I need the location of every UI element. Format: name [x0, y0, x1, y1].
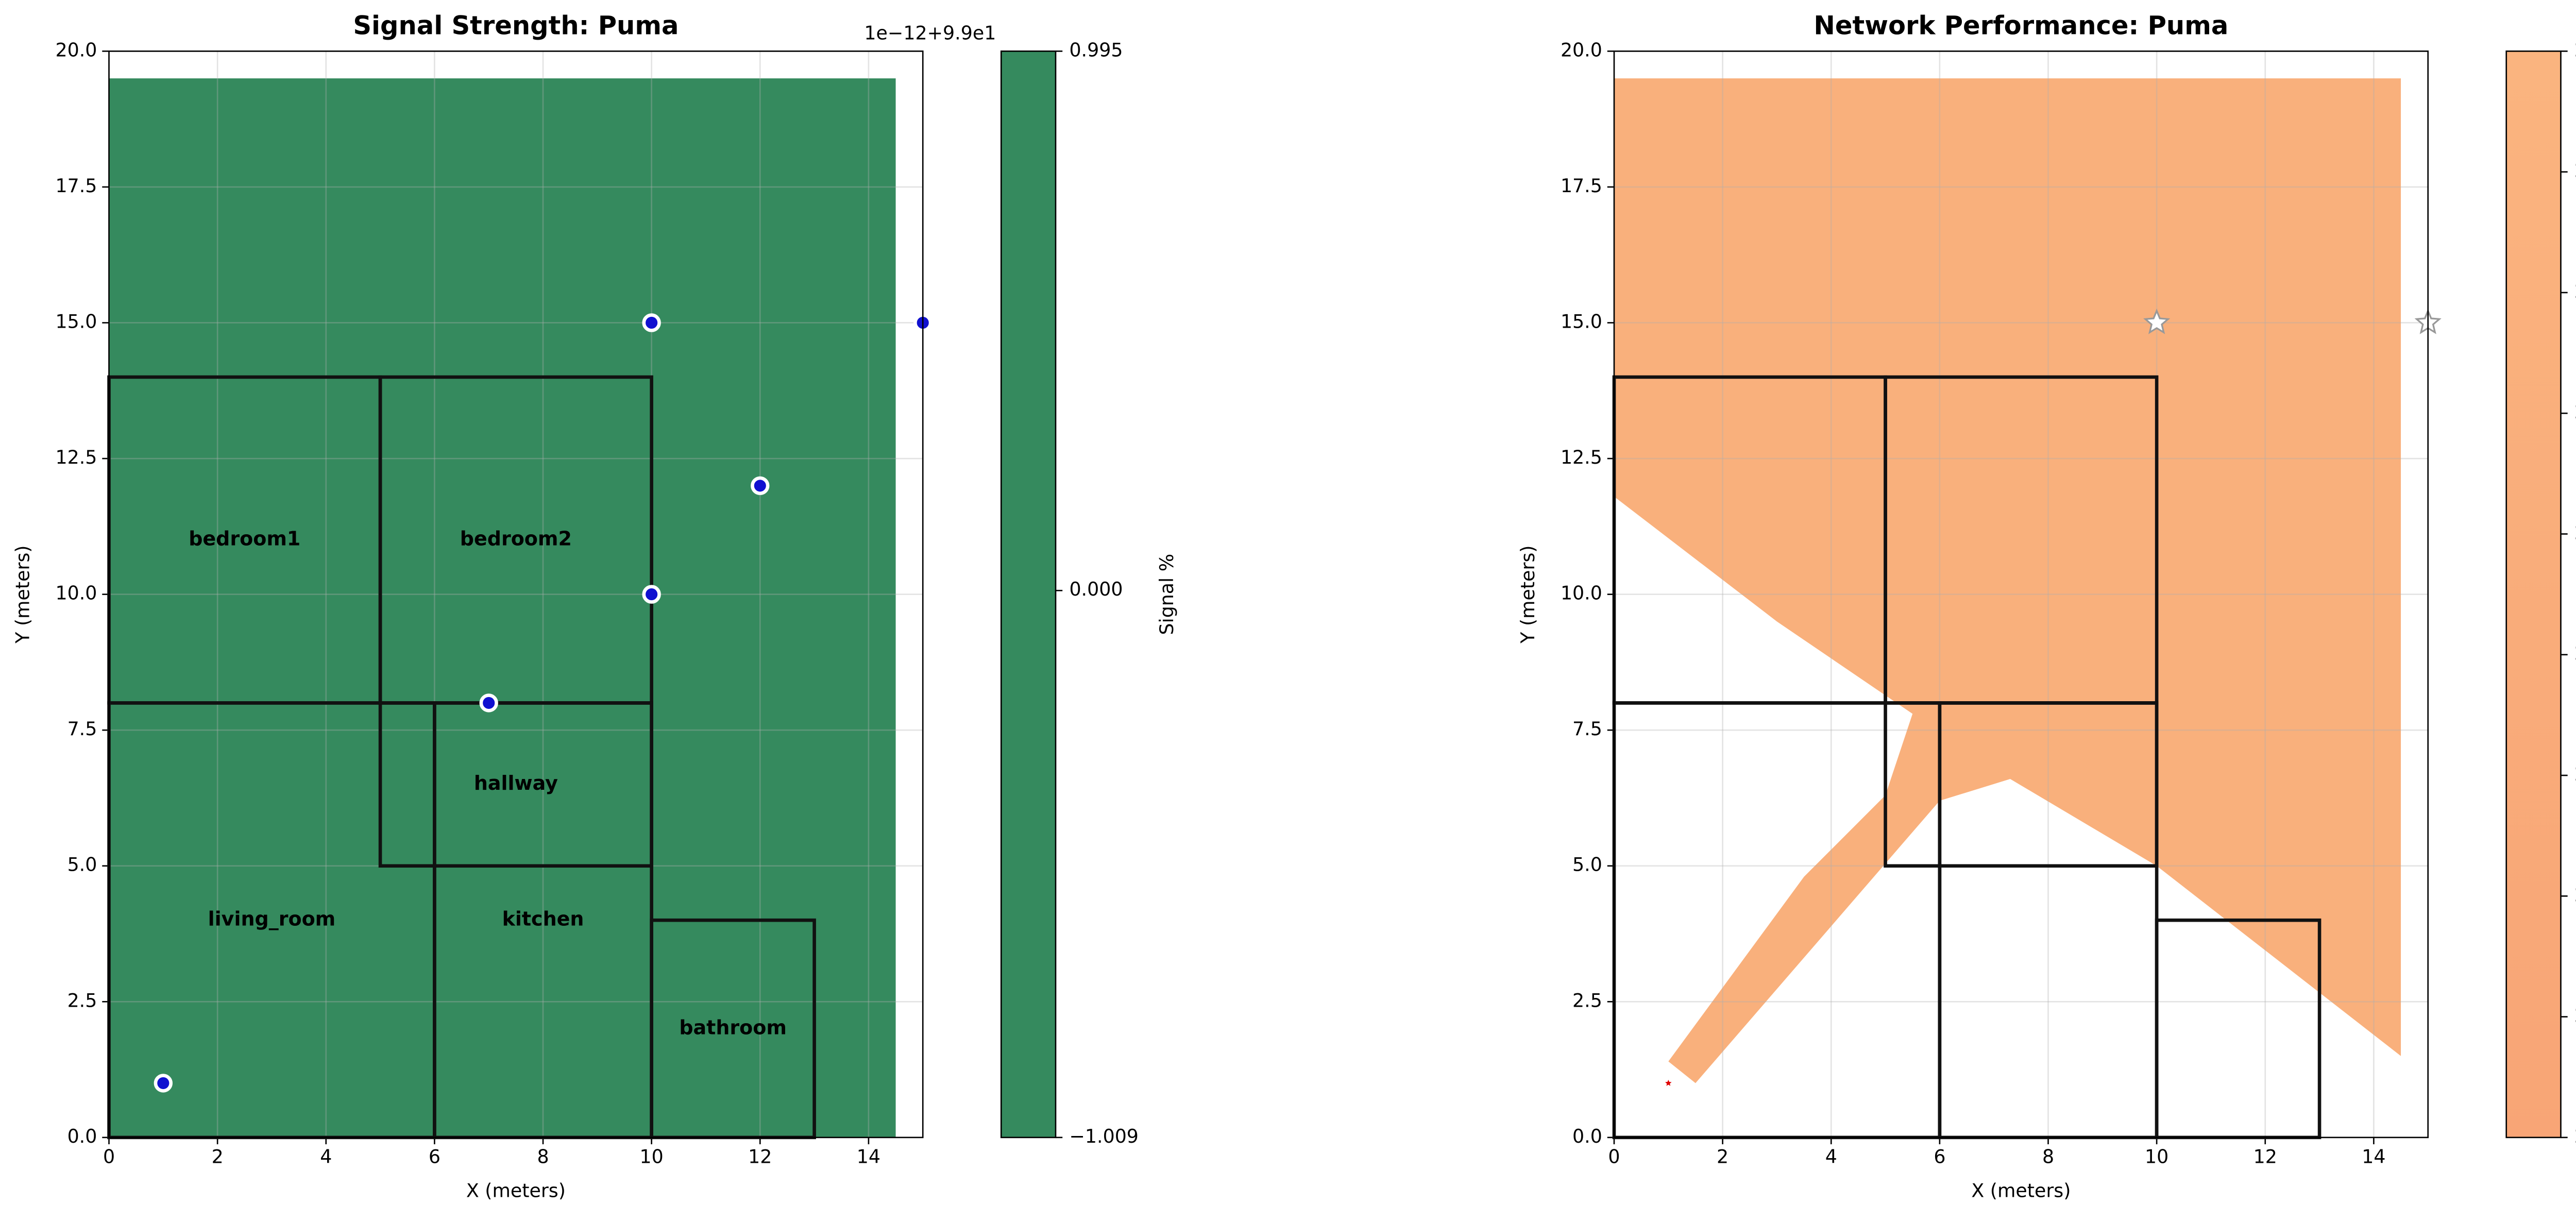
x-tick-label: 8 [537, 1146, 549, 1168]
field [109, 78, 896, 1138]
y-tick-label: 2.5 [1572, 989, 1602, 1011]
room-label: living_room [208, 908, 336, 930]
y-tick-label: 17.5 [1561, 175, 1602, 197]
x-tick-label: 10 [640, 1146, 664, 1168]
access-point [154, 1074, 173, 1093]
access-point [1665, 1079, 1672, 1086]
x-tick-label: 0 [1608, 1146, 1620, 1168]
room-label: kitchen [502, 908, 584, 930]
y-tick-label: 12.5 [1561, 446, 1602, 468]
x-tick-label: 0 [103, 1146, 115, 1168]
x-tick-label: 6 [429, 1146, 440, 1168]
room-label: hallway [474, 772, 558, 794]
x-tick-label: 12 [2253, 1146, 2277, 1168]
colorbar-tick-label: 25.5 [2574, 1005, 2576, 1027]
x-tick-label: 4 [1825, 1146, 1837, 1168]
colorbar-tick-label: 26.7 [2574, 521, 2576, 544]
y-axis-label: Y (meters) [11, 545, 33, 643]
x-tick-label: 8 [2042, 1146, 2054, 1168]
colorbar-tick-label: −1.009 [1069, 1125, 1139, 1147]
x-tick-label: 14 [857, 1146, 880, 1168]
y-tick-label: 12.5 [55, 446, 97, 468]
x-axis-label: X (meters) [466, 1180, 566, 1202]
field [1614, 78, 2401, 1083]
y-tick-label: 7.5 [1572, 718, 1602, 740]
axes-frame [108, 50, 924, 1139]
colorbar-tick-label: 27.3 [2574, 280, 2576, 302]
x-tick-label: 10 [2145, 1146, 2168, 1168]
panel: Network Performance: Puma 0 2 4 6 8 10 12 14 0.0 2… [1517, 11, 2576, 1202]
room-label: bathroom [679, 1016, 787, 1039]
room-label: bedroom2 [460, 528, 572, 550]
x-tick-label: 4 [320, 1146, 332, 1168]
x-tick-label: 6 [1934, 1146, 1945, 1168]
y-tick-label: 0.0 [1572, 1125, 1602, 1147]
colorbar-tick-label: 27.6 [2574, 160, 2576, 182]
y-tick-label: 10.0 [55, 582, 97, 604]
x-tick-label: 12 [748, 1146, 772, 1168]
colorbar-tick-label: 26.4 [2574, 642, 2576, 665]
axes-frame [1613, 50, 2429, 1139]
access-point [2143, 309, 2171, 334]
y-tick-label: 15.0 [1561, 310, 1602, 332]
y-tick-label: 15.0 [55, 310, 97, 332]
access-point [642, 585, 661, 604]
chart-title: Network Performance: Puma [1814, 11, 2228, 41]
y-tick-label: 5.0 [1572, 854, 1602, 876]
colorbar-tick-label: 27.9 [2574, 39, 2576, 61]
y-tick-label: 20.0 [1561, 39, 1602, 61]
colorbar-label: Signal % [1156, 554, 1178, 635]
x-tick-label: 2 [212, 1146, 224, 1168]
y-tick-label: 5.0 [67, 854, 97, 876]
access-point [751, 476, 770, 495]
y-tick-label: 10.0 [1561, 582, 1602, 604]
colorbar-tick-label: 26.1 [2574, 763, 2576, 785]
y-tick-label: 17.5 [55, 175, 97, 197]
x-axis-label: X (meters) [1971, 1180, 2071, 1202]
y-tick-label: 20.0 [55, 39, 97, 61]
chart-title: Signal Strength: Puma [353, 11, 679, 41]
y-tick-label: 7.5 [67, 718, 97, 740]
x-tick-label: 2 [1717, 1146, 1728, 1168]
x-tick-label: 14 [2362, 1146, 2385, 1168]
colorbar-tick-label: 25.2 [2574, 1125, 2576, 1147]
access-point [479, 693, 498, 713]
colorbar [2505, 50, 2562, 1139]
colorbar-tick-label: 0.000 [1069, 578, 1123, 600]
colorbar-offset: 1e−12+9.9e1 [864, 22, 996, 44]
panel: Signal Strength: Puma 0 2 4 6 8 10 12 14 0.0 2.5 5.… [11, 11, 1178, 1202]
colorbar-tick-label: 0.995 [1069, 39, 1123, 61]
y-tick-label: 0.0 [67, 1125, 97, 1147]
y-tick-label: 2.5 [67, 989, 97, 1011]
colorbar [1000, 50, 1057, 1139]
access-point [642, 313, 661, 332]
y-axis-label: Y (meters) [1517, 545, 1539, 643]
room-label: bedroom1 [189, 528, 300, 550]
colorbar-tick-label: 27.0 [2574, 401, 2576, 423]
colorbar-tick-label: 25.8 [2574, 884, 2576, 906]
